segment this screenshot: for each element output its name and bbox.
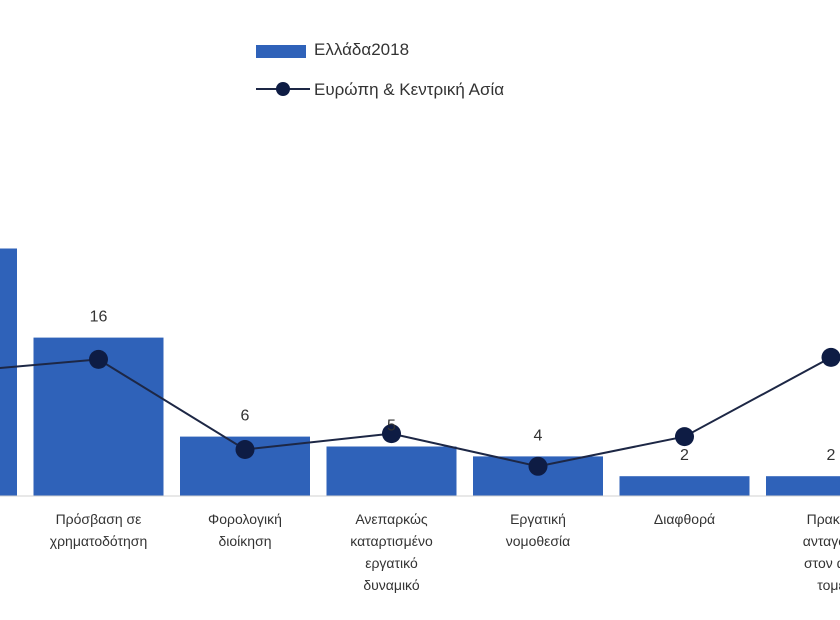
legend-item-line: Ευρώπη & Κεντρική Ασία [256,80,586,120]
data-label-4: 4 [534,427,543,444]
x-tick-label-1-0: Πρόσβαση σε [56,511,142,527]
legend: Ελλάδα2018 Ευρώπη & Κεντρική Ασία [256,40,586,120]
x-tick-label-3-2: εργατικό [365,555,418,571]
data-label-5: 2 [680,447,689,464]
legend-line-label: Ευρώπη & Κεντρική Ασία [314,80,505,99]
x-tick-label-6-2: στον ανε [804,555,840,571]
line-markers [89,347,840,476]
x-tick-label-3-3: δυναμικό [363,577,420,593]
legend-bar-label: Ελλάδα2018 [314,40,410,59]
data-label-1: 16 [90,309,108,326]
line-point-3 [382,424,401,444]
bar-5 [619,476,750,496]
legend-marker-dot [276,82,290,96]
line-point-6 [821,347,840,367]
bar-series [0,248,840,496]
bar-0 [0,248,17,496]
line-point-4 [528,456,548,476]
x-tick-label-5-0: Διαφθορά [654,511,715,527]
bar-3 [326,446,457,496]
data-labels: 16 6 5 4 2 2 [90,309,836,465]
legend-item-bar: Ελλάδα2018 [256,40,586,80]
data-label-2: 6 [241,408,250,425]
x-tick-label-3-1: καταρτισμένο [350,533,433,549]
line-point-5 [675,427,694,447]
bar-6 [766,476,840,496]
x-tick-labels: Πρόσβαση σε χρηματοδότηση Φορολογική διοίκη… [50,511,840,593]
legend-bar-swatch [256,45,306,58]
x-tick-label-4-1: νομοθεσία [506,533,571,549]
x-tick-label-6-0: Πρακτικ [807,511,840,527]
data-label-6: 2 [827,447,836,464]
x-tick-label-1-1: χρηματοδότηση [50,533,148,549]
line-point-2 [235,439,255,459]
x-tick-label-2-0: Φορολογική [208,511,282,527]
x-tick-label-6-1: ανταγωνι [803,533,840,549]
line-point-1 [89,349,108,369]
x-tick-label-3-0: Ανεπαρκώς [355,511,428,527]
x-tick-label-6-3: τομέ [817,577,840,593]
x-tick-label-2-1: διοίκηση [218,533,271,549]
x-tick-label-4-0: Εργατική [510,511,566,527]
data-label-3: 5 [387,418,396,435]
